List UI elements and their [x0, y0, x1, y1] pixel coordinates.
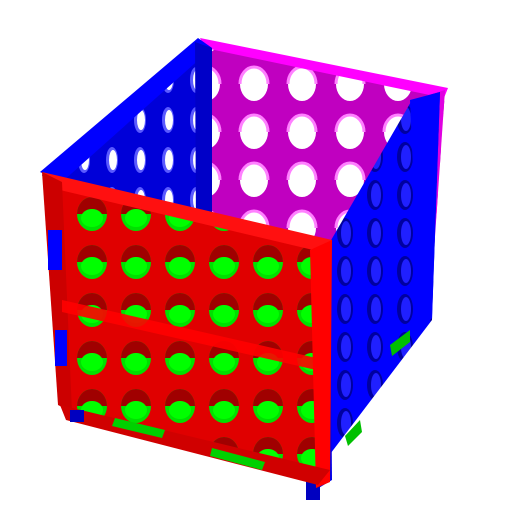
front-panel [42, 172, 332, 488]
